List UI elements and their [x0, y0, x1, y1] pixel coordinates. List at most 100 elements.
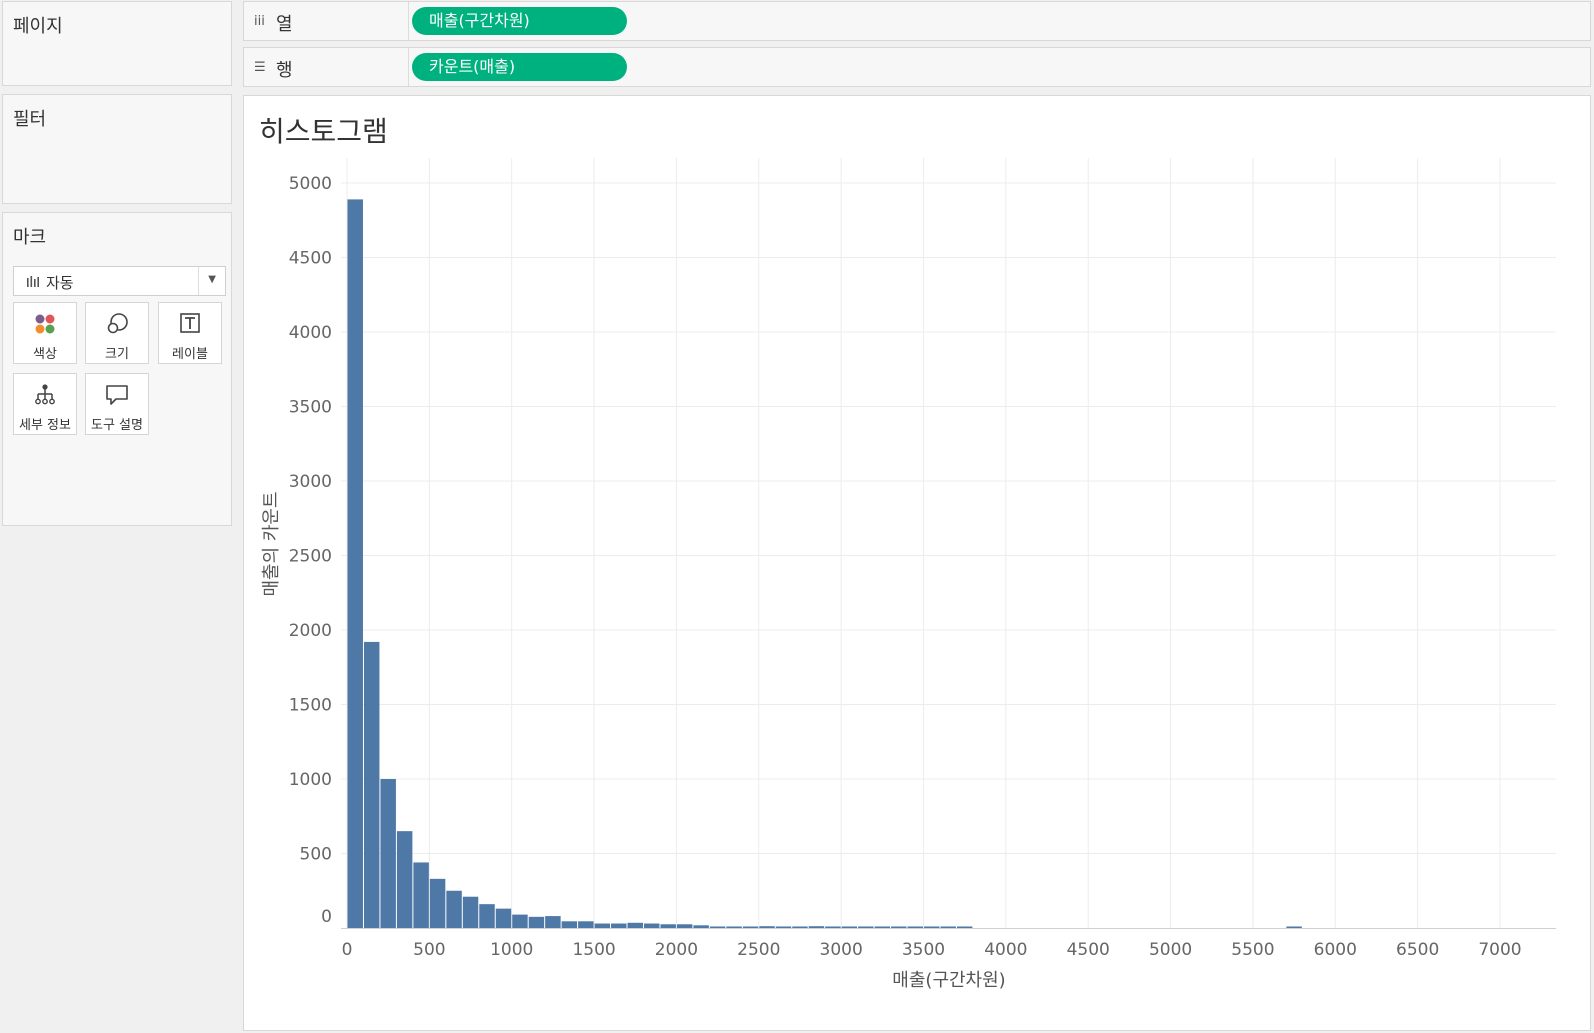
histogram-bar-32[interactable]	[874, 926, 891, 929]
histogram-bar-22[interactable]	[709, 926, 726, 929]
x-tick-label: 2000	[655, 940, 698, 960]
histogram-bar-13[interactable]	[561, 921, 578, 928]
y-tick-label: 4000	[289, 323, 332, 343]
histogram-bar-10[interactable]	[512, 914, 528, 928]
histogram-bar-20[interactable]	[676, 924, 693, 928]
x-tick-label: 4000	[984, 940, 1027, 960]
histogram-bar-34[interactable]	[907, 926, 923, 929]
chevron-down-icon[interactable]: ▼	[208, 274, 216, 285]
rows-shelf[interactable]: ☰ 행 카운트(매출)	[243, 47, 1591, 87]
histogram-bar-38[interactable]	[1286, 926, 1302, 929]
color-button-label: 색상	[33, 347, 57, 362]
histogram-bar-16[interactable]	[611, 923, 627, 928]
x-tick-label: 5500	[1231, 940, 1274, 960]
histogram-bar-27[interactable]	[792, 926, 808, 929]
color-dots-icon	[35, 314, 55, 334]
y-tick-label: 5000	[289, 174, 332, 194]
histogram-bar-18[interactable]	[643, 923, 660, 928]
columns-pill[interactable]: 매출(구간차원)	[412, 7, 627, 35]
histogram-bar-8[interactable]	[479, 904, 495, 928]
sheet-title: 히스토그램	[259, 115, 388, 148]
size-button[interactable]: 크기	[85, 302, 149, 364]
rows-icon: ☰	[254, 60, 266, 75]
histogram-bar-30[interactable]	[841, 926, 858, 929]
columns-shelf[interactable]: iii 열 매출(구간차원)	[243, 1, 1591, 41]
histogram-bar-4[interactable]	[413, 862, 429, 928]
histogram-bar-2[interactable]	[380, 779, 396, 928]
y-tick-label: 4500	[289, 249, 332, 269]
rows-shelf-separator	[408, 48, 409, 86]
filters-card[interactable]: 필터	[2, 94, 232, 204]
histogram-bar-31[interactable]	[858, 926, 874, 929]
x-tick-label: 1000	[490, 940, 533, 960]
bars-layer	[347, 199, 1302, 929]
detail-button[interactable]: 세부 정보	[13, 373, 77, 435]
histogram-bar-24[interactable]	[742, 926, 759, 929]
histogram-bar-12[interactable]	[545, 916, 561, 928]
histogram-bar-19[interactable]	[660, 924, 676, 928]
mark-type-separator	[198, 267, 199, 295]
viz-area[interactable]: 히스토그램 0 500 1000 1500 2000 2500 3000 3500 4000 45…	[243, 95, 1591, 1031]
grid-layer	[341, 158, 1556, 929]
x-tick-label: 1500	[572, 940, 615, 960]
x-tick-label: 0	[342, 940, 353, 960]
mark-type-dropdown[interactable]: 자동 ▼	[13, 266, 226, 296]
histogram-bar-23[interactable]	[726, 926, 742, 929]
histogram-bar-3[interactable]	[396, 831, 413, 928]
columns-shelf-label: 열	[276, 14, 293, 35]
mark-type-label: 자동	[46, 274, 74, 292]
y-tick-label: 1500	[289, 696, 332, 716]
marks-card: 마크 자동 ▼ 색상 크기	[2, 212, 232, 526]
histogram-bar-5[interactable]	[429, 878, 446, 928]
histogram-bar-14[interactable]	[578, 921, 594, 928]
x-tick-label: 5000	[1149, 940, 1192, 960]
histogram-bar-6[interactable]	[446, 890, 462, 928]
pages-card[interactable]: 페이지	[2, 1, 232, 86]
pages-card-title: 페이지	[13, 16, 63, 37]
y-axis-title: 매출의 카운트	[261, 491, 282, 596]
histogram-bar-25[interactable]	[759, 926, 775, 928]
label-button[interactable]: 레이블	[158, 302, 222, 364]
y-tick-label: 0	[321, 907, 332, 927]
histogram-bar-9[interactable]	[495, 908, 512, 928]
histogram-bar-11[interactable]	[528, 916, 545, 928]
histogram-bar-26[interactable]	[775, 926, 792, 929]
histogram-bar-37[interactable]	[956, 926, 973, 929]
histogram-bar-33[interactable]	[891, 926, 907, 929]
x-tick-label: 2500	[737, 940, 780, 960]
color-button[interactable]: 색상	[13, 302, 77, 364]
histogram-bar-21[interactable]	[693, 925, 709, 928]
histogram-bar-1[interactable]	[363, 641, 380, 928]
histogram-chart[interactable]: 0 500 1000 1500 2000 2500 3000 3500 4000 4500 5000…	[244, 96, 1590, 1030]
x-axis-title: 매출(구간차원)	[892, 970, 1005, 991]
histogram-bar-36[interactable]	[940, 926, 956, 929]
marks-card-title: 마크	[13, 227, 47, 248]
histogram-bar-7[interactable]	[462, 896, 479, 928]
y-tick-label: 2500	[289, 547, 332, 567]
rows-pill[interactable]: 카운트(매출)	[412, 53, 627, 81]
histogram-bar-35[interactable]	[924, 926, 940, 929]
x-tick-label: 3000	[820, 940, 863, 960]
label-text-icon	[180, 313, 200, 333]
label-button-label: 레이블	[172, 347, 208, 362]
rows-shelf-label: 행	[276, 60, 293, 81]
x-tick-label: 6000	[1314, 940, 1357, 960]
y-tick-label: 1000	[289, 770, 332, 790]
tooltip-bubble-icon	[106, 385, 128, 405]
histogram-bar-28[interactable]	[808, 926, 825, 928]
histogram-bar-17[interactable]	[627, 922, 643, 928]
y-tick-label: 500	[300, 845, 332, 865]
histogram-bar-15[interactable]	[594, 923, 611, 928]
bar-chart-icon	[27, 276, 39, 287]
y-tick-label: 3000	[289, 472, 332, 492]
x-tick-label: 7000	[1478, 940, 1521, 960]
tooltip-button[interactable]: 도구 설명	[85, 373, 149, 435]
detail-button-label: 세부 정보	[19, 418, 71, 433]
histogram-bar-29[interactable]	[825, 926, 841, 929]
x-tick-label: 6500	[1396, 940, 1439, 960]
histogram-bar-0[interactable]	[347, 199, 363, 928]
size-button-label: 크기	[105, 347, 129, 362]
detail-tree-icon	[35, 384, 55, 405]
y-tick-label: 3500	[289, 398, 332, 418]
y-tick-label: 2000	[289, 621, 332, 641]
